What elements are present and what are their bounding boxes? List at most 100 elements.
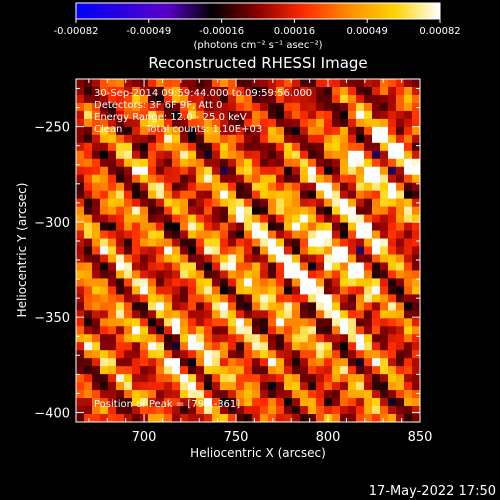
heatmap-cell xyxy=(356,134,365,144)
heatmap-cell xyxy=(324,166,333,176)
heatmap-cell xyxy=(356,118,365,128)
heatmap-cell xyxy=(236,358,245,367)
heatmap-cell xyxy=(412,278,421,287)
heatmap-cell xyxy=(268,158,277,168)
heatmap-cell xyxy=(380,158,389,168)
heatmap-cell xyxy=(92,334,101,343)
heatmap-cell xyxy=(396,414,405,423)
heatmap-cell xyxy=(188,334,197,343)
heatmap-cell xyxy=(164,79,173,88)
heatmap-cell xyxy=(148,294,157,303)
heatmap-cell xyxy=(172,102,181,112)
heatmap-cell xyxy=(332,270,341,279)
heatmap-cell xyxy=(140,150,149,160)
heatmap-cell xyxy=(300,270,309,279)
heatmap-cell xyxy=(308,406,317,415)
heatmap-cell xyxy=(260,398,269,407)
heatmap-cell xyxy=(404,102,413,112)
heatmap-cell xyxy=(116,214,125,223)
heatmap-cell xyxy=(76,302,85,311)
heatmap-cell xyxy=(236,102,245,112)
heatmap-cell xyxy=(284,222,293,231)
heatmap-cell xyxy=(84,206,93,216)
heatmap-cell xyxy=(388,214,397,223)
heatmap-cell xyxy=(244,246,253,255)
heatmap-cell xyxy=(388,278,397,287)
heatmap-cell xyxy=(388,94,397,104)
heatmap-cell xyxy=(236,134,245,144)
heatmap-cell xyxy=(180,318,189,327)
heatmap-cell xyxy=(76,158,85,168)
heatmap-cell xyxy=(156,310,165,319)
heatmap-cell xyxy=(284,414,293,423)
heatmap-cell xyxy=(308,374,317,383)
heatmap-cell xyxy=(252,238,261,247)
heatmap-cell xyxy=(260,214,269,223)
heatmap-cell xyxy=(156,342,165,351)
heatmap-cell xyxy=(340,158,349,168)
heatmap-cell xyxy=(308,366,317,375)
heatmap-cell xyxy=(364,374,373,383)
heatmap-cell xyxy=(388,246,397,255)
heatmap-cell xyxy=(284,142,293,152)
heatmap-cell xyxy=(92,390,101,399)
heatmap-cell xyxy=(84,182,93,192)
heatmap-cell xyxy=(292,366,301,375)
heatmap-cell xyxy=(260,382,269,391)
heatmap-cell xyxy=(228,398,237,407)
heatmap-cell xyxy=(116,110,125,120)
heatmap-cell xyxy=(292,174,301,184)
heatmap-cell xyxy=(196,118,205,128)
heatmap-cell xyxy=(252,374,261,383)
heatmap-cell xyxy=(308,238,317,247)
heatmap-cell xyxy=(300,190,309,200)
heatmap-cell xyxy=(316,382,325,391)
heatmap-cell xyxy=(132,406,141,415)
heatmap-cell xyxy=(220,254,229,263)
heatmap-cell xyxy=(380,126,389,136)
heatmap-cell xyxy=(412,174,421,184)
heatmap-cell xyxy=(412,350,421,359)
heatmap-cell xyxy=(172,366,181,375)
heatmap-cell xyxy=(228,166,237,176)
heatmap-cell xyxy=(332,166,341,176)
heatmap-cell xyxy=(236,182,245,192)
heatmap-cell xyxy=(260,374,269,383)
heatmap-cell xyxy=(92,382,101,391)
heatmap-cell xyxy=(100,182,109,192)
heatmap-cell xyxy=(412,382,421,391)
heatmap-cell xyxy=(292,278,301,287)
heatmap-cell xyxy=(228,126,237,136)
heatmap-cell xyxy=(220,342,229,351)
heatmap-cell xyxy=(252,326,261,335)
heatmap-cell xyxy=(220,414,229,423)
heatmap-cell xyxy=(124,102,133,112)
heatmap-cell xyxy=(244,342,253,351)
heatmap-cell xyxy=(180,198,189,208)
heatmap-cell xyxy=(276,94,285,104)
heatmap-cell xyxy=(116,398,125,407)
heatmap-cell xyxy=(292,214,301,223)
heatmap-cell xyxy=(404,302,413,311)
heatmap-cell xyxy=(268,94,277,104)
heatmap-cell xyxy=(76,182,85,192)
heatmap-cell xyxy=(260,262,269,271)
colorbar-tick-label: -0.00049 xyxy=(126,26,171,37)
heatmap-cell xyxy=(116,158,125,168)
heatmap-cell xyxy=(172,358,181,367)
heatmap-cell xyxy=(132,374,141,383)
heatmap-cell xyxy=(188,150,197,160)
heatmap-cell xyxy=(76,262,85,271)
heatmap-cell xyxy=(284,278,293,287)
heatmap-cell xyxy=(324,318,333,327)
heatmap-cell xyxy=(380,342,389,351)
heatmap-cell xyxy=(356,350,365,359)
heatmap-cell xyxy=(92,406,101,415)
heatmap-cell xyxy=(116,390,125,399)
heatmap-cell xyxy=(284,198,293,208)
heatmap-cell xyxy=(204,270,213,279)
heatmap-cell xyxy=(284,118,293,128)
heatmap-cell xyxy=(372,134,381,144)
heatmap-cell xyxy=(100,326,109,335)
heatmap-cell xyxy=(244,270,253,279)
